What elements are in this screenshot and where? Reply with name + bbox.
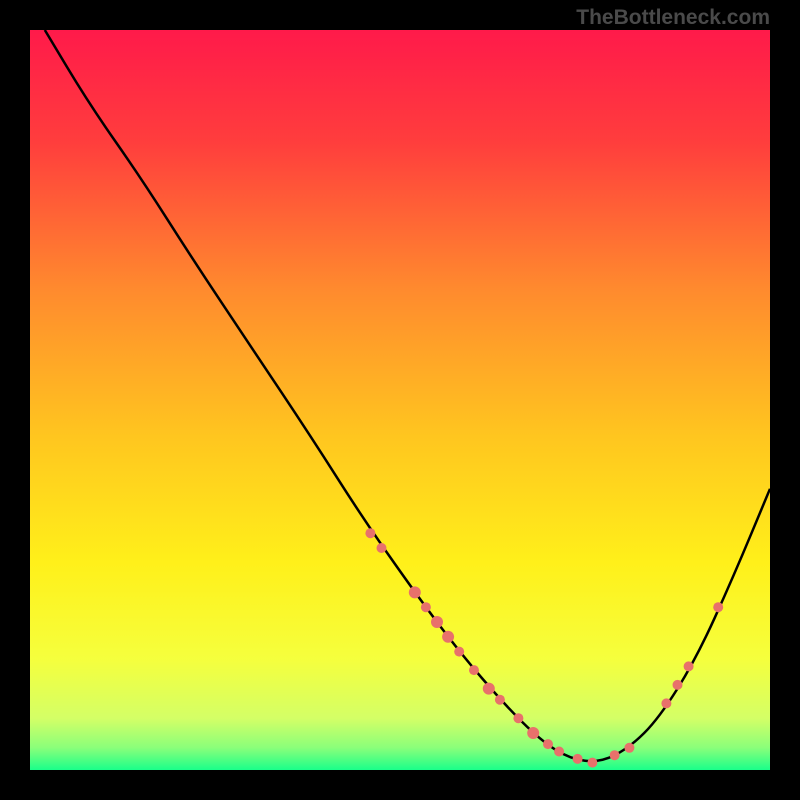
data-marker	[684, 661, 694, 671]
data-marker	[409, 586, 421, 598]
data-marker	[495, 695, 505, 705]
data-marker	[543, 739, 553, 749]
data-marker	[713, 602, 723, 612]
data-marker	[454, 647, 464, 657]
data-marker	[442, 631, 454, 643]
watermark-text: TheBottleneck.com	[576, 6, 770, 30]
data-marker	[624, 743, 634, 753]
chart-area	[30, 30, 770, 770]
data-marker	[431, 616, 443, 628]
data-marker	[365, 528, 375, 538]
data-marker	[610, 750, 620, 760]
data-marker	[554, 747, 564, 757]
data-marker	[573, 754, 583, 764]
data-marker	[661, 698, 671, 708]
data-marker	[377, 543, 387, 553]
data-marker	[673, 680, 683, 690]
data-marker	[527, 727, 539, 739]
bottleneck-curve	[45, 30, 770, 761]
data-marker	[587, 758, 597, 768]
curve-overlay	[30, 30, 770, 770]
data-marker	[469, 665, 479, 675]
data-marker	[483, 683, 495, 695]
data-markers	[365, 528, 723, 767]
data-marker	[421, 602, 431, 612]
data-marker	[513, 713, 523, 723]
